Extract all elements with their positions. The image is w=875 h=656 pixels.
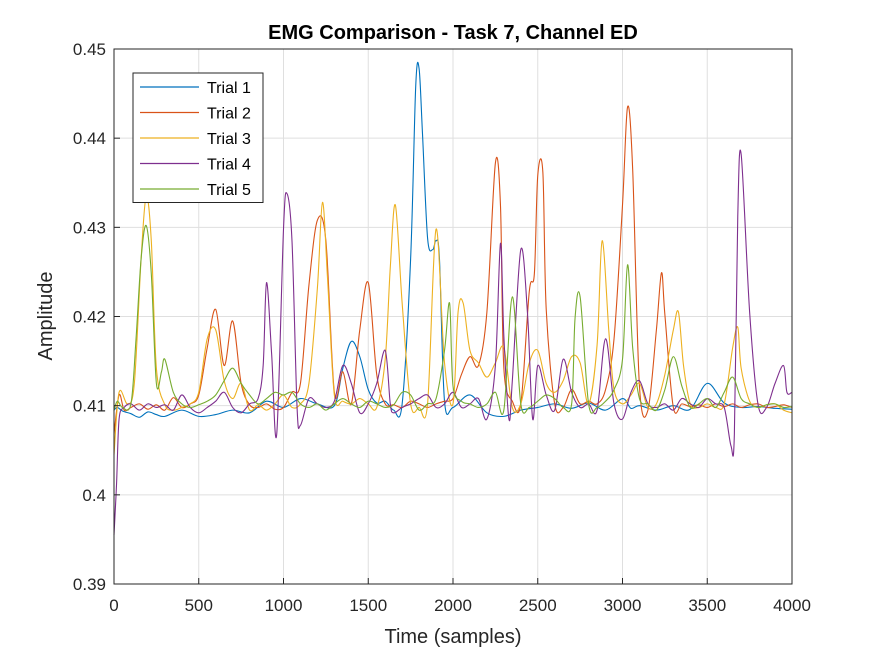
y-tick-label: 0.45 [73, 40, 106, 59]
x-tick-label: 0 [109, 596, 118, 615]
y-tick-label: 0.41 [73, 397, 106, 416]
legend-label: Trial 4 [207, 157, 251, 174]
axes [113, 48, 793, 585]
x-tick-label: 1500 [349, 596, 387, 615]
legend: Trial 1 Trial 2 Trial 3 Trial 4 Trial 5 [132, 72, 264, 203]
y-tick-label: 0.4 [82, 486, 106, 505]
series-line-trial-3 [113, 195, 793, 456]
legend-label: Trial 5 [207, 182, 251, 199]
series-line-trial-2 [113, 105, 793, 435]
legend-label: Trial 2 [207, 106, 251, 123]
y-axis-label: Amplitude [35, 272, 57, 361]
x-tick-label: 2500 [519, 596, 557, 615]
x-axis-label: Time (samples) [384, 626, 521, 648]
series-line-trial-1 [113, 61, 793, 418]
y-tick-label: 0.44 [73, 129, 106, 148]
legend-label: Trial 1 [207, 80, 251, 97]
series-line-trial-5 [113, 224, 793, 415]
x-tick-label: 2000 [434, 596, 472, 615]
tick-labels: 0 500 1000 1500 2000 2500 3000 3500 4000 0.39 0.4 0… [73, 40, 811, 615]
x-tick-label: 3500 [688, 596, 726, 615]
x-tick-label: 4000 [773, 596, 811, 615]
x-tick-label: 1000 [265, 596, 303, 615]
legend-label: Trial 3 [207, 131, 251, 148]
chart-title: EMG Comparison - Task 7, Channel ED [268, 22, 638, 44]
y-tick-label: 0.42 [73, 308, 106, 327]
x-tick-label: 3000 [604, 596, 642, 615]
y-tick-label: 0.39 [73, 575, 106, 594]
y-tick-label: 0.43 [73, 218, 106, 237]
series-layer [113, 61, 793, 536]
axes-box [113, 48, 793, 585]
x-tick-label: 500 [185, 596, 213, 615]
